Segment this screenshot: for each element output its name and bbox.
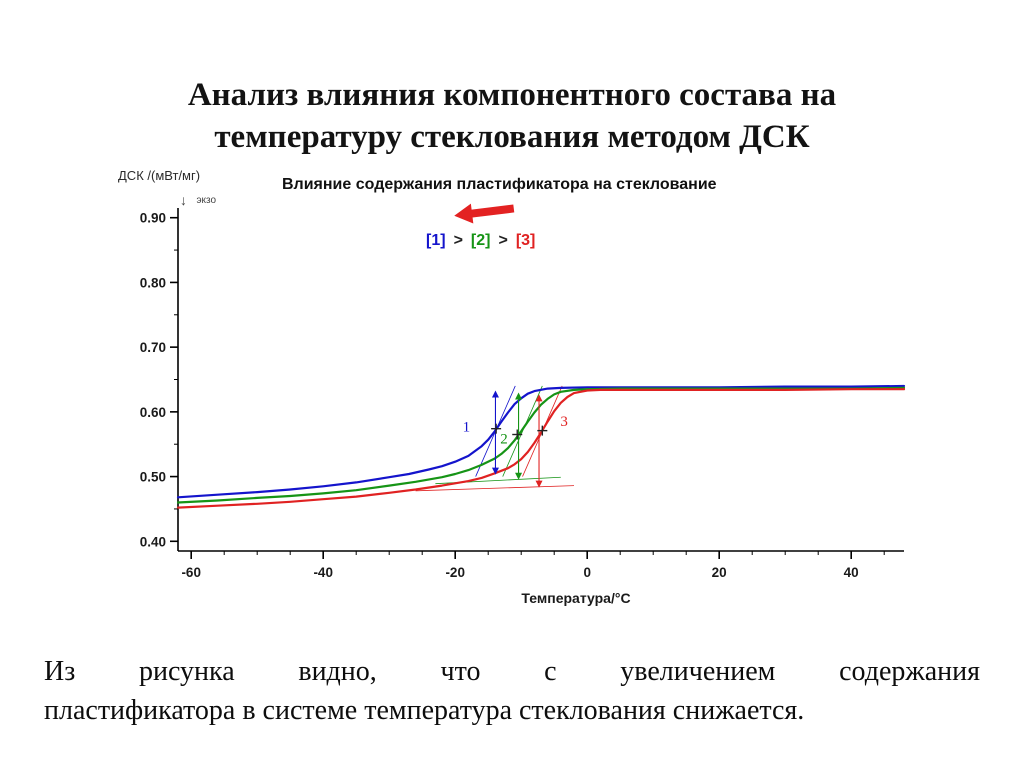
svg-text:-40: -40 [313,565,333,580]
svg-text:0.70: 0.70 [140,340,166,355]
caption: Из рисунка видно, что с увеличением соде… [44,652,980,730]
legend-token: [1] [426,232,446,249]
svg-text:1: 1 [463,419,471,435]
svg-text:0.50: 0.50 [140,470,166,485]
construction-lines [415,385,575,492]
y-axis-unit-label: ДСК /(мВт/мг) [118,168,201,183]
down-arrow-icon: ↓ [180,192,187,208]
x-axis-label: Температура/°C [521,590,630,606]
legend-token: > [498,232,508,249]
svg-text:0: 0 [583,565,591,580]
chart-title: Влияние содержания пластификатора на сте… [282,176,717,193]
ticks: -60 -40 -20 0 20 40 0.90 0.80 0.70 0.60 0.50 0.40 [140,211,885,580]
svg-text:-20: -20 [445,565,465,580]
left-block-arrow-shape [454,203,515,224]
svg-text:20: 20 [712,565,727,580]
dsc-chart-figure: ДСК /(мВт/мг) ↓ экзо Влияние содержания … [112,146,912,624]
left-block-arrow-icon [454,203,515,224]
svg-text:3: 3 [560,414,568,430]
svg-text:0.40: 0.40 [140,534,166,549]
caption-line-2: пластификатора в системе температура сте… [44,695,805,726]
caption-line-1: Из рисунка видно, что с увеличением соде… [44,656,980,687]
svg-text:-60: -60 [181,565,201,580]
curve-3 [176,388,906,509]
page-title-line-2: температуру стеклования методом ДСК [214,119,810,156]
legend: [1] > [2] > [3] [422,232,539,250]
exo-label: экзо [196,195,217,206]
legend-token: [2] [470,232,491,249]
svg-text:40: 40 [844,565,859,580]
dsc-chart-svg: -60 -40 -20 0 20 40 0.90 0.80 0.70 0.60 0.50 0.40 Те… [140,208,906,606]
axes [177,208,904,552]
svg-text:0.60: 0.60 [140,405,166,420]
svg-text:0.80: 0.80 [140,275,166,290]
legend-token: > [453,232,463,249]
midpoint-markers [491,423,548,440]
exo-direction: ↓ экзо [180,192,216,210]
svg-text:2: 2 [500,432,508,448]
page-title: Анализ влияния компонентного состава на … [0,74,1024,158]
curve-number-labels: 1 2 3 [463,414,568,447]
svg-text:0.90: 0.90 [140,211,166,226]
page-title-line-1: Анализ влияния компонентного состава на [187,77,837,114]
curve-1 [176,384,906,499]
legend-token: [3] [515,232,536,249]
curve-2 [176,386,906,504]
